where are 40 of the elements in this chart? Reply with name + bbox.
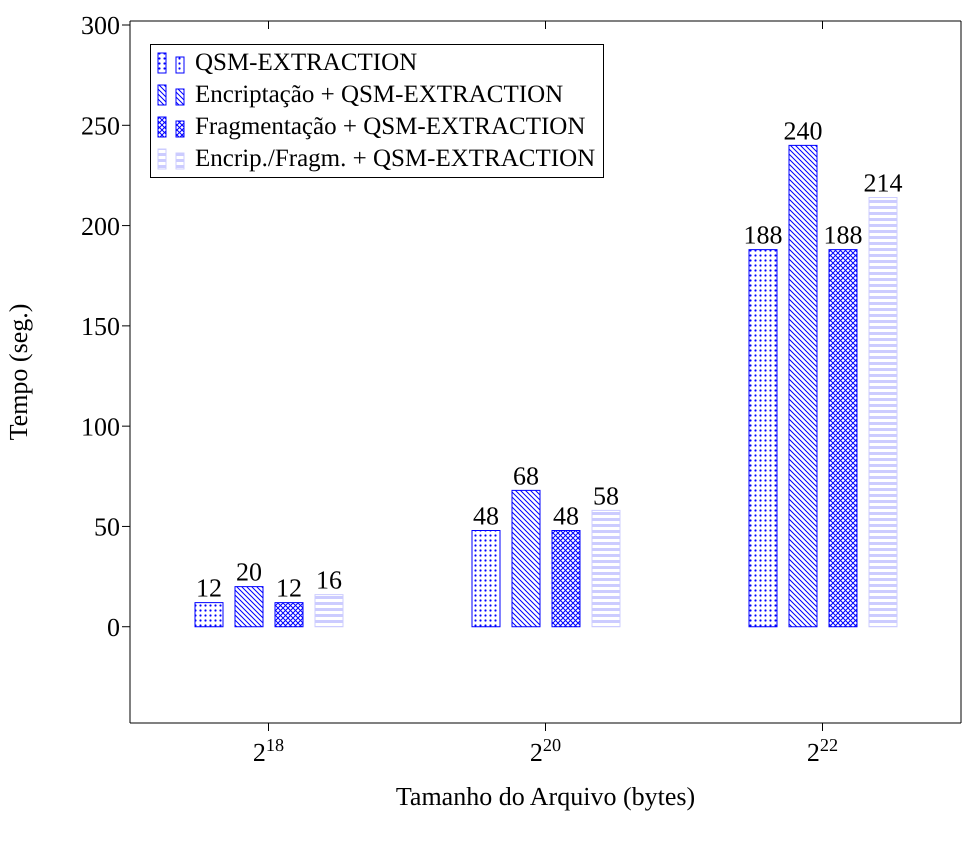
bar <box>828 249 858 628</box>
legend-label: Encrip./Fragm. + QSM-EXTRACTION <box>195 144 596 174</box>
legend-label: Encriptação + QSM-EXTRACTION <box>195 80 564 110</box>
y-tick-label: 50 <box>94 512 120 542</box>
data-label: 188 <box>824 220 862 250</box>
x-tick-label: 2$^{22}$ <box>806 735 838 767</box>
x-axis-title: Tamanho do Arquivo (bytes) <box>396 782 696 811</box>
data-label: 12 <box>196 574 222 603</box>
y-tick-label: 200 <box>81 212 120 241</box>
data-label: 16 <box>316 566 342 595</box>
y-tick-label: 0 <box>107 612 120 642</box>
data-label: 20 <box>236 558 262 587</box>
bar <box>472 530 500 628</box>
bar <box>234 586 264 628</box>
y-tick-label: 300 <box>81 11 120 40</box>
bar <box>868 197 898 628</box>
data-label: 188 <box>744 220 782 250</box>
bar <box>788 144 818 628</box>
data-label: 58 <box>593 481 619 510</box>
y-tick-label: 100 <box>81 412 120 442</box>
data-label: 240 <box>784 116 822 146</box>
y-axis-title: Tempo (seg.) <box>4 304 34 440</box>
data-label: 48 <box>473 501 499 530</box>
bar <box>748 249 778 628</box>
bar <box>512 490 540 628</box>
bar <box>552 530 580 628</box>
bar <box>274 602 304 628</box>
bar <box>314 594 344 628</box>
data-label: 12 <box>276 574 302 603</box>
bar <box>592 510 620 628</box>
legend-label: QSM-EXTRACTION <box>195 48 418 78</box>
legend-label: Fragmentação + QSM-EXTRACTION <box>195 112 586 142</box>
data-label: 68 <box>513 461 539 490</box>
y-tick-label: 150 <box>81 312 120 342</box>
data-label: 214 <box>864 168 902 198</box>
x-tick-label: 2$^{20}$ <box>530 735 562 767</box>
data-label: 48 <box>553 501 579 530</box>
bar <box>194 602 224 628</box>
y-tick-label: 250 <box>81 112 120 141</box>
x-tick-label: 2$^{18}$ <box>252 735 284 767</box>
